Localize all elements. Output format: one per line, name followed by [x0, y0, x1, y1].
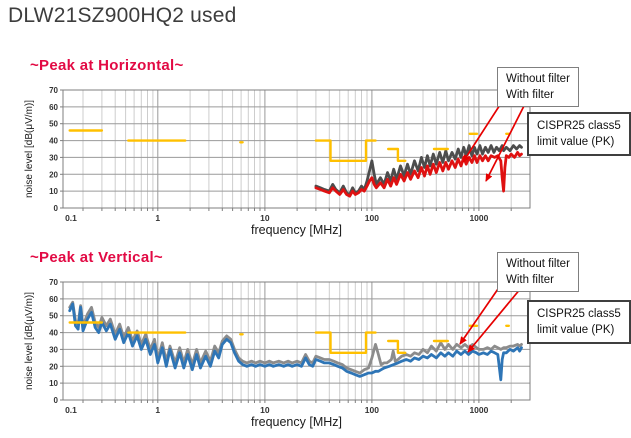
y-tick-label: 70	[49, 278, 58, 287]
callout-arrow	[485, 97, 529, 182]
y-axis-label: noise level [dB(μV/m)]	[24, 100, 35, 198]
y-tick-label: 60	[49, 103, 58, 112]
x-tick-label: 100	[365, 213, 379, 223]
plot-border	[62, 89, 531, 209]
y-tick-label: 30	[49, 153, 58, 162]
y-tick-label: 30	[49, 345, 58, 354]
x-tick-label: 0.1	[65, 405, 77, 415]
y-tick-label: 10	[49, 187, 58, 196]
x-tick-label: 10	[260, 405, 270, 415]
horizontal-chart: 0 10 20 30 40 50 60 70 0.1 1 10 100 1000 frequency [M…	[24, 73, 531, 237]
page-title: DLW21SZ900HQ2 used	[8, 4, 237, 27]
limit-line	[387, 147, 407, 163]
y-tick-label: 40	[49, 137, 58, 146]
y-tick-label: 10	[49, 379, 58, 388]
without-filter-label: Without filter	[506, 258, 570, 270]
limit-line	[314, 331, 377, 355]
without-filter-label: Without filter	[506, 73, 570, 85]
with-filter-trace	[314, 151, 523, 198]
y-tick-label: 40	[49, 329, 58, 338]
cispr-label-line2: limit value (PK)	[537, 136, 615, 149]
y-tick-label: 20	[49, 362, 58, 371]
y-tick-label: 20	[49, 170, 58, 179]
cispr-label-line1: CISPR25 class5	[537, 308, 621, 320]
vertical-chart: 0 10 20 30 40 50 60 70 0.1 1 10 100 1000 frequency [M…	[24, 259, 531, 429]
x-tick-label: 100	[365, 405, 379, 415]
x-axis-label: frequency [MHz]	[251, 415, 342, 429]
x-tick-label: 1	[155, 213, 160, 223]
cispr-limit-box-horizontal: CISPR25 class5 limit value (PK)	[527, 112, 631, 157]
x-axis-label: frequency [MHz]	[251, 223, 342, 237]
x-tick-label: 1000	[469, 405, 488, 415]
callout-arrow	[467, 281, 527, 353]
y-tick-label: 50	[49, 120, 58, 129]
cispr-limit-box-vertical: CISPR25 class5 limit value (PK)	[527, 300, 631, 345]
limit-line	[387, 339, 407, 355]
with-filter-trace	[68, 302, 523, 382]
limit-line	[314, 139, 377, 163]
y-axis-label: noise level [dB(μV/m)]	[24, 292, 35, 390]
y-tick-label: 60	[49, 295, 58, 304]
vertical-chart-heading: ~Peak at Vertical~	[30, 249, 163, 266]
series	[68, 129, 523, 198]
x-tick-label: 0.1	[65, 213, 77, 223]
y-tick-label: 70	[49, 86, 58, 95]
without-filter-trace	[68, 300, 523, 375]
x-tick-label: 1	[155, 405, 160, 415]
filter-legend-box-vertical: Without filter With filter	[497, 252, 579, 293]
cispr-label-line2: limit value (PK)	[537, 324, 615, 337]
series	[68, 300, 523, 382]
with-filter-label: With filter	[506, 274, 554, 287]
y-tick-label: 0	[54, 204, 59, 213]
y-tick-label: 0	[54, 396, 59, 405]
with-filter-label: With filter	[506, 89, 554, 102]
filter-legend-box-horizontal: Without filter With filter	[497, 67, 579, 108]
x-tick-label: 1000	[469, 213, 488, 223]
horizontal-chart-heading: ~Peak at Horizontal~	[30, 57, 184, 74]
cispr-label-line1: CISPR25 class5	[537, 120, 621, 132]
without-filter-trace	[314, 144, 523, 196]
y-tick-label: 50	[49, 312, 58, 321]
x-tick-label: 10	[260, 213, 270, 223]
